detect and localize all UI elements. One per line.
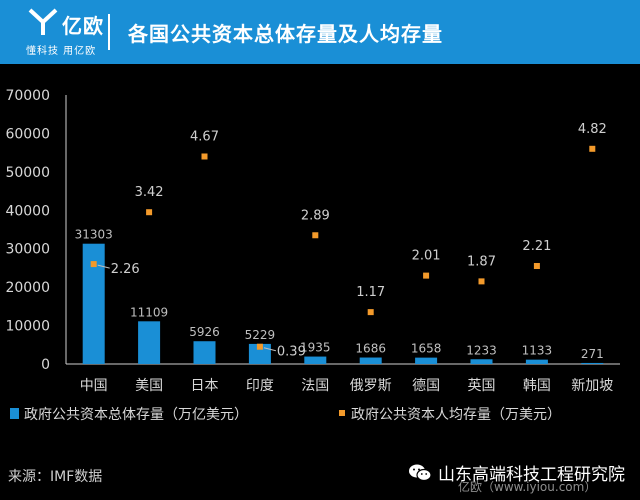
bar-value-label: 1233 — [466, 343, 497, 357]
y-tick-label: 70000 — [5, 88, 50, 104]
bar-value-label: 1686 — [355, 342, 386, 356]
data-point — [201, 153, 208, 160]
data-point-label: 2.26 — [111, 262, 140, 277]
source-note: 来源：IMF数据 — [8, 469, 103, 485]
legend-swatch-bar — [10, 408, 19, 419]
y-tick-label: 10000 — [5, 319, 50, 335]
data-point-label: 2.89 — [301, 208, 330, 223]
x-tick-label: 法国 — [301, 378, 329, 394]
bar-value-label: 271 — [581, 347, 604, 361]
y-tick-label: 0 — [41, 357, 50, 373]
data-point — [367, 309, 374, 316]
bar — [415, 357, 438, 364]
logo-name: 亿欧 — [62, 14, 104, 38]
x-tick-label: 日本 — [191, 378, 219, 394]
data-point — [146, 209, 153, 216]
bar-value-label: 5926 — [189, 325, 220, 339]
bar — [248, 343, 271, 364]
x-tick-label: 新加坡 — [571, 378, 613, 394]
data-point-label: 4.82 — [578, 122, 607, 137]
bar — [304, 356, 327, 364]
y-tick-label: 50000 — [5, 165, 50, 181]
data-label-leader — [97, 264, 110, 269]
x-tick-label: 英国 — [468, 377, 496, 394]
data-point — [423, 272, 430, 279]
brand-name: 山东高端科技工程研究院 — [438, 465, 625, 485]
y-tick-label: 40000 — [5, 203, 50, 219]
data-point-label: 1.87 — [467, 254, 496, 269]
x-tick-label: 德国 — [412, 378, 440, 394]
legend-swatch-dot — [339, 410, 345, 416]
data-point — [478, 278, 485, 285]
header-banner: 亿欧 懂科技 用亿欧 各国公共资本总体存量及人均存量 — [0, 0, 640, 64]
bar — [193, 341, 216, 364]
chart: 0 10000 20000 30000 40000 50000 60000 70000 3130… — [5, 88, 620, 423]
brand: 山东高端科技工程研究院 — [408, 460, 625, 485]
wechat-icon — [409, 464, 432, 481]
x-tick-label: 俄罗斯 — [350, 378, 392, 394]
legend-label-bar: 政府公共资本总体存量（万亿美元） — [24, 407, 248, 423]
x-tick-label: 韩国 — [523, 378, 551, 394]
logo-slogan: 懂科技 用亿欧 — [26, 46, 97, 57]
data-point-label: 4.67 — [190, 129, 219, 144]
y-tick-label: 20000 — [5, 280, 50, 296]
data-label-leader — [263, 347, 277, 352]
bar — [525, 359, 548, 364]
yiou-logo-icon — [28, 8, 58, 35]
data-point-label: 2.01 — [412, 249, 441, 264]
data-point — [589, 145, 596, 152]
x-tick-label: 中国 — [80, 378, 108, 394]
data-point — [312, 232, 319, 239]
page-title: 各国公共资本总体存量及人均存量 — [128, 22, 443, 46]
legend-label-dot: 政府公共资本人均存量（万美元） — [351, 407, 561, 423]
header-divider — [108, 14, 110, 50]
x-tick-label: 美国 — [135, 378, 163, 394]
bar-value-label: 1658 — [411, 342, 442, 356]
bar — [138, 321, 161, 364]
data-point — [533, 263, 540, 270]
bar — [581, 362, 604, 364]
bar-value-label: 11109 — [130, 305, 168, 319]
data-point-label: 1.17 — [356, 285, 385, 300]
data-point — [90, 261, 97, 268]
y-tick-label: 30000 — [5, 242, 50, 258]
data-point-label: 0.39 — [277, 345, 306, 360]
data-point-label: 3.42 — [135, 185, 164, 200]
bar — [470, 359, 493, 364]
x-tick-label: 印度 — [246, 378, 274, 394]
bar-value-label: 31303 — [75, 228, 113, 242]
data-point — [256, 343, 263, 350]
y-tick-label: 60000 — [5, 126, 50, 142]
bar-value-label: 1935 — [300, 341, 331, 355]
bar — [82, 243, 105, 364]
data-point-label: 2.21 — [522, 239, 551, 254]
bar — [359, 357, 382, 364]
watermark: 亿欧（www.iyiou.com） — [458, 480, 597, 494]
bar-value-label: 5229 — [245, 328, 276, 342]
bar-value-label: 1133 — [522, 344, 553, 358]
